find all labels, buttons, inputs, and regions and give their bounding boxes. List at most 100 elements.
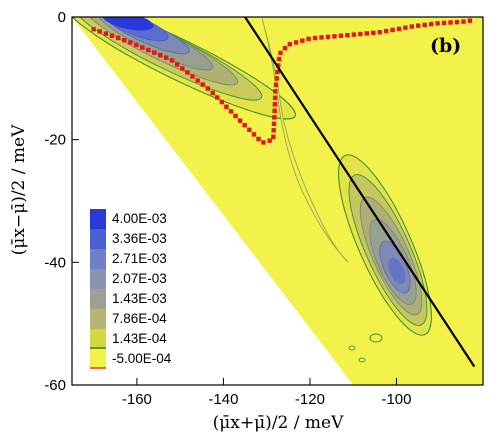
red-curve-dot: [237, 118, 243, 123]
y-tick-label: -60: [44, 377, 66, 394]
red-curve-dot: [454, 19, 460, 25]
plot-frame: [71, 16, 484, 386]
red-curve-dot: [205, 86, 211, 91]
red-curve-dot: [371, 30, 376, 36]
red-curve-dot: [185, 70, 190, 75]
x-tick-label: -160: [122, 391, 152, 408]
red-curve-dot: [164, 55, 169, 60]
red-curve-dot: [224, 104, 229, 109]
red-curve-dot: [332, 34, 337, 39]
red-curve-dot: [377, 30, 382, 35]
y-tick-label: -20: [44, 132, 66, 149]
legend-label: 3.36E-03: [112, 231, 167, 246]
red-curve-dot: [351, 32, 357, 37]
red-curve-dot: [422, 22, 427, 28]
red-curve-dot: [435, 21, 440, 26]
legend-swatch: [90, 269, 106, 289]
red-curve-dot: [251, 132, 257, 137]
red-curve-dot: [190, 74, 195, 79]
red-curve-dot: [195, 78, 200, 83]
legend-swatch: [90, 229, 106, 249]
red-curve-dot: [267, 138, 272, 143]
red-curve-dot: [134, 42, 139, 48]
panel-label: (b): [430, 35, 461, 57]
y-tick-label: -40: [44, 254, 66, 271]
x-axis-ticks: -160 -140 -120 -100: [122, 378, 411, 408]
red-curve-dot: [409, 24, 414, 29]
y-tick-label: 0: [58, 9, 66, 26]
red-curve-dot: [97, 29, 102, 34]
red-curve-dot: [233, 113, 238, 119]
red-curve-dot: [128, 40, 133, 45]
red-curve-dot: [261, 140, 266, 145]
legend-label: 7.86E-04: [112, 311, 167, 326]
contour-ridge: [261, 17, 349, 263]
red-curve-dot: [109, 33, 115, 38]
red-curve-dot: [158, 52, 163, 58]
red-curve-dot: [219, 99, 225, 105]
red-curve-dot: [272, 108, 277, 114]
red-curve-dot: [272, 95, 278, 101]
plot-content: [72, 17, 483, 385]
legend-label: 4.00E-03: [112, 211, 167, 226]
red-curve-dot: [276, 56, 282, 62]
x-axis-title: (μ̄x+μ̄)/2 / meV: [213, 413, 344, 433]
diagonal-line: [244, 17, 476, 368]
red-dotted-curve: [91, 18, 473, 145]
red-curve-dot: [300, 38, 305, 43]
red-curve-dot: [282, 45, 288, 51]
red-curve-dot: [210, 90, 215, 96]
x-tick-label: -100: [381, 391, 411, 408]
red-curve-dot: [271, 128, 276, 133]
red-curve-dot: [91, 27, 96, 32]
contour-blob-upper-left: [72, 17, 296, 120]
red-curve-dot: [293, 40, 299, 45]
red-curve-dot: [448, 20, 453, 25]
red-curve-dot: [247, 127, 252, 132]
red-curve-dot: [272, 115, 277, 120]
legend-swatch: [90, 309, 106, 329]
red-curve-dot: [325, 34, 331, 40]
red-curve-dot: [396, 26, 402, 32]
red-curve-dot: [383, 28, 389, 34]
red-curve-dot: [403, 25, 408, 30]
red-curve-dot: [122, 37, 127, 43]
red-curve-dot: [273, 89, 278, 94]
red-curve-dot: [312, 35, 318, 41]
red-curve-dot: [276, 63, 281, 68]
red-curve-dot: [274, 76, 279, 81]
red-curve-dot: [273, 82, 279, 88]
red-curve-dot: [146, 47, 151, 53]
red-curve-dot: [169, 58, 175, 63]
red-curve-dot: [428, 21, 434, 27]
contour-blob-lower-right: [338, 154, 432, 363]
red-curve-dot: [271, 121, 277, 127]
colorbar-legend: 4.00E-03 3.36E-03 2.71E-03 2.07E-03 1.43E-03…: [86, 204, 182, 372]
legend-label: 1.43E-03: [112, 291, 167, 306]
legend-label: 2.71E-03: [112, 251, 167, 266]
red-curve-dot: [242, 123, 247, 128]
red-curve-dot: [275, 69, 280, 75]
red-curve-dot: [345, 32, 350, 38]
legend-swatch: [90, 349, 106, 369]
red-curve-dot: [319, 35, 324, 40]
red-curve-dot: [103, 31, 109, 36]
legend-swatch: [90, 289, 106, 309]
red-curve-dot: [200, 82, 205, 87]
red-curve-dot: [152, 50, 157, 55]
red-curve-dot: [441, 20, 447, 26]
legend-label: 1.43E-04: [112, 331, 167, 346]
red-curve-dot: [180, 66, 185, 71]
red-curve-dot: [358, 31, 363, 37]
red-curve-dot: [416, 23, 421, 28]
red-curve-dot: [287, 41, 293, 47]
red-curve-dot: [467, 18, 473, 23]
red-curve-dot: [228, 109, 234, 114]
x-tick-label: -140: [208, 391, 238, 408]
legend-label: 2.07E-03: [112, 271, 167, 286]
legend-swatch: [90, 329, 106, 349]
red-curve-dot: [390, 27, 395, 33]
y-axis-title: (μ̄x−μ̄)/2 / meV: [9, 124, 29, 255]
red-curve-dot: [306, 36, 311, 42]
y-axis-ticks: 0 -20 -40 -60: [44, 9, 79, 394]
